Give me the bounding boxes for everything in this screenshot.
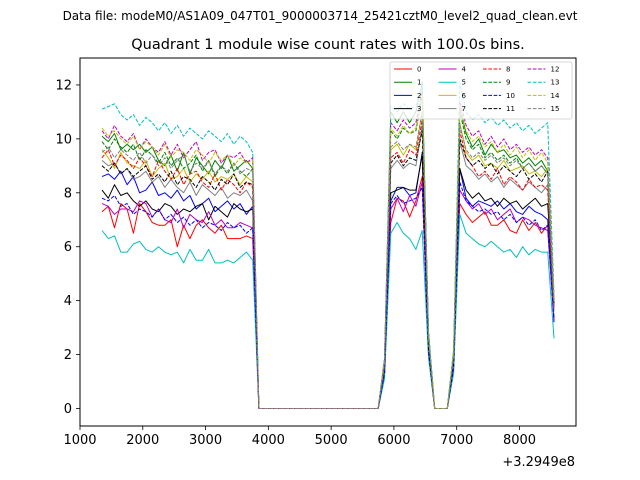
- chart-title: Quadrant 1 module wise count rates with …: [131, 37, 525, 53]
- legend-label-7: 7: [462, 105, 466, 113]
- y-tick-label: 12: [55, 78, 72, 93]
- legend-label-6: 6: [462, 92, 467, 100]
- legend-label-11: 11: [506, 105, 515, 113]
- x-tick-label: 2000: [126, 433, 159, 448]
- series-line-10: [101, 181, 555, 409]
- x-tick-label: 7000: [440, 433, 473, 448]
- legend-label-0: 0: [417, 66, 421, 74]
- legend-label-4: 4: [462, 66, 467, 74]
- x-axis: 1000 2000 3000 4000 5000 6000 7000 8000: [63, 426, 536, 448]
- x-offset-label: +3.2949e8: [502, 455, 575, 470]
- legend-label-10: 10: [506, 92, 515, 100]
- legend-label-2: 2: [417, 92, 421, 100]
- legend-frame: [389, 61, 573, 120]
- series-line-9: [101, 95, 555, 409]
- legend-label-13: 13: [551, 79, 560, 87]
- x-tick-label: 5000: [315, 433, 348, 448]
- legend-label-12: 12: [551, 66, 560, 74]
- legend-label-15: 15: [551, 105, 560, 113]
- legend-label-8: 8: [506, 66, 510, 74]
- y-tick-label: 4: [64, 294, 72, 309]
- legend-label-14: 14: [551, 92, 560, 100]
- y-tick-label: 0: [64, 402, 72, 417]
- series-line-12: [101, 89, 555, 409]
- figure-supertitle: Data file: modeM0/AS1A09_047T01_90000037…: [63, 9, 578, 23]
- legend-label-5: 5: [462, 79, 466, 87]
- series-line-15: [101, 111, 555, 409]
- plot-area: 1000 2000 3000 4000 5000 6000 7000 8000 0246810…: [55, 57, 577, 470]
- x-tick-label: 6000: [377, 433, 410, 448]
- y-axis: 0 2 4 6 8 10 12: [55, 78, 80, 417]
- x-tick-label: 4000: [252, 433, 285, 448]
- legend-label-1: 1: [417, 79, 421, 87]
- legend-label-3: 3: [417, 105, 421, 113]
- y-tick-label: 8: [64, 186, 72, 201]
- x-tick-label: 8000: [503, 433, 536, 448]
- x-tick-label: 1000: [63, 433, 96, 448]
- x-tick-label: 3000: [189, 433, 222, 448]
- legend-label-9: 9: [506, 79, 510, 87]
- y-tick-label: 2: [64, 348, 72, 363]
- y-tick-label: 10: [55, 132, 72, 147]
- series-layer: [101, 81, 555, 409]
- axes-frame: [79, 57, 577, 427]
- y-tick-label: 6: [64, 240, 72, 255]
